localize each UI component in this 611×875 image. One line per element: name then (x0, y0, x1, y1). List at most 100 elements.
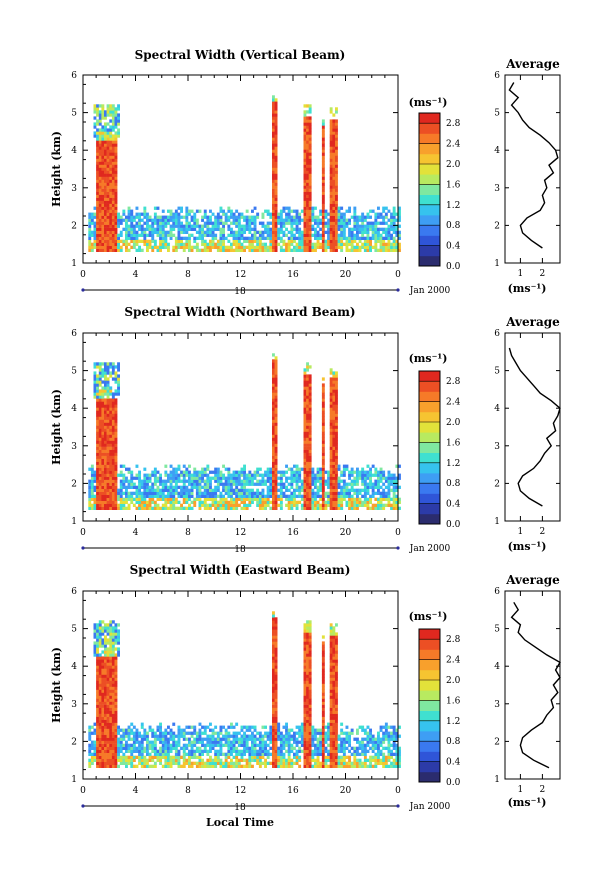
heatmap-cell (106, 236, 110, 240)
heatmap-cell (332, 485, 336, 489)
heatmap-cell (104, 239, 107, 243)
heatmap-cell (161, 242, 165, 246)
heatmap-cell (148, 728, 152, 732)
heatmap-cell (216, 227, 220, 231)
heatmap-cell (264, 473, 267, 477)
heatmap-cell (290, 503, 294, 507)
heatmap-cell (156, 221, 160, 225)
heatmap-cell (98, 395, 102, 399)
heatmap-cell (98, 200, 102, 204)
heatmap-cell (109, 215, 113, 219)
heatmap-cell (329, 392, 333, 396)
heatmap-cell (180, 224, 183, 228)
heatmap-cell (98, 479, 102, 483)
heatmap-cell (140, 740, 144, 744)
heatmap-cell (111, 395, 115, 399)
heatmap-cell (140, 500, 144, 504)
heatmap-cell (274, 203, 278, 207)
heatmap-cell (146, 494, 149, 498)
heatmap-cell (209, 746, 212, 750)
heatmap-cell (361, 218, 365, 222)
heatmap-cell (161, 224, 165, 228)
heatmap-cell (109, 722, 113, 726)
heatmap-cell (371, 221, 375, 225)
heatmap-cell (93, 131, 97, 135)
heatmap-cell (153, 488, 157, 492)
heatmap-cell (382, 230, 386, 234)
heatmap-cell (206, 221, 210, 225)
heatmap-cell (350, 239, 354, 243)
heatmap-cell (96, 710, 99, 714)
heatmap-cell (122, 242, 126, 246)
heatmap-cell (104, 230, 107, 234)
heatmap-cell (269, 479, 273, 483)
heatmap-cell (174, 758, 178, 762)
heatmap-cell (117, 212, 120, 216)
heatmap-cell (101, 104, 105, 108)
heatmap-cell (235, 221, 239, 225)
heatmap-cell (114, 641, 118, 645)
heatmap-cell (308, 185, 312, 189)
heatmap-cell (156, 506, 160, 510)
heatmap-cell (117, 122, 120, 126)
heatmap-cell (96, 230, 99, 234)
heatmap-cell (308, 182, 312, 186)
heatmap-cell (321, 176, 325, 180)
heatmap-cell (366, 215, 370, 219)
heatmap-cell (329, 218, 333, 222)
date-label: Jan 2000 (409, 544, 451, 554)
heatmap-cell (96, 440, 99, 444)
heatmap-cell (182, 500, 186, 504)
heatmap-cell (224, 497, 228, 501)
heatmap-cell (363, 245, 367, 249)
heatmap-cell (329, 425, 333, 429)
heatmap-cell (201, 761, 204, 765)
heatmap-cell (151, 746, 155, 750)
heatmap-cell (272, 383, 275, 387)
heatmap-cell (272, 434, 275, 438)
heatmap-cell (219, 728, 223, 732)
heatmap-cell (111, 683, 115, 687)
heatmap-cell (356, 218, 359, 222)
heatmap-cell (114, 179, 118, 183)
heatmap-cell (274, 143, 278, 147)
heatmap-cell (127, 467, 131, 471)
heatmap-cell (185, 725, 189, 729)
heatmap-cell (153, 215, 157, 219)
heatmap-cell (96, 761, 99, 765)
heatmap-cell (224, 485, 228, 489)
heatmap-cell (101, 233, 105, 237)
heatmap-cell (104, 755, 107, 759)
heatmap-cell (172, 485, 176, 489)
heatmap-cell (193, 740, 197, 744)
heatmap-cell (279, 212, 283, 216)
heatmap-cell (287, 230, 291, 234)
heatmap-cell (104, 467, 107, 471)
heatmap-cell (374, 236, 378, 240)
heatmap-cell (98, 737, 102, 741)
heatmap-cell (104, 419, 107, 423)
heatmap-cell (172, 467, 176, 471)
heatmap-cell (230, 473, 233, 477)
heatmap-cell (111, 152, 115, 156)
heatmap-cell (151, 488, 155, 492)
heatmap-cell (248, 248, 252, 252)
heatmap-cell (227, 218, 231, 222)
heatmap-cell (387, 233, 391, 237)
heatmap-cell (117, 119, 120, 123)
heatmap-cell (106, 473, 110, 477)
heatmap-cell (272, 161, 275, 165)
heatmap-cell (177, 743, 181, 747)
heatmap-cell (303, 437, 307, 441)
heatmap-cell (253, 236, 257, 240)
heatmap-cell (377, 479, 380, 483)
heatmap-cell (106, 422, 110, 426)
heatmap-cell (104, 710, 107, 714)
heatmap-cell (104, 155, 107, 159)
heatmap-cell (109, 416, 113, 420)
heatmap-cell (125, 236, 128, 240)
heatmap-cell (90, 245, 94, 249)
heatmap-cell (258, 482, 262, 486)
heatmap-cell (295, 209, 299, 213)
heatmap-cell (104, 383, 107, 387)
